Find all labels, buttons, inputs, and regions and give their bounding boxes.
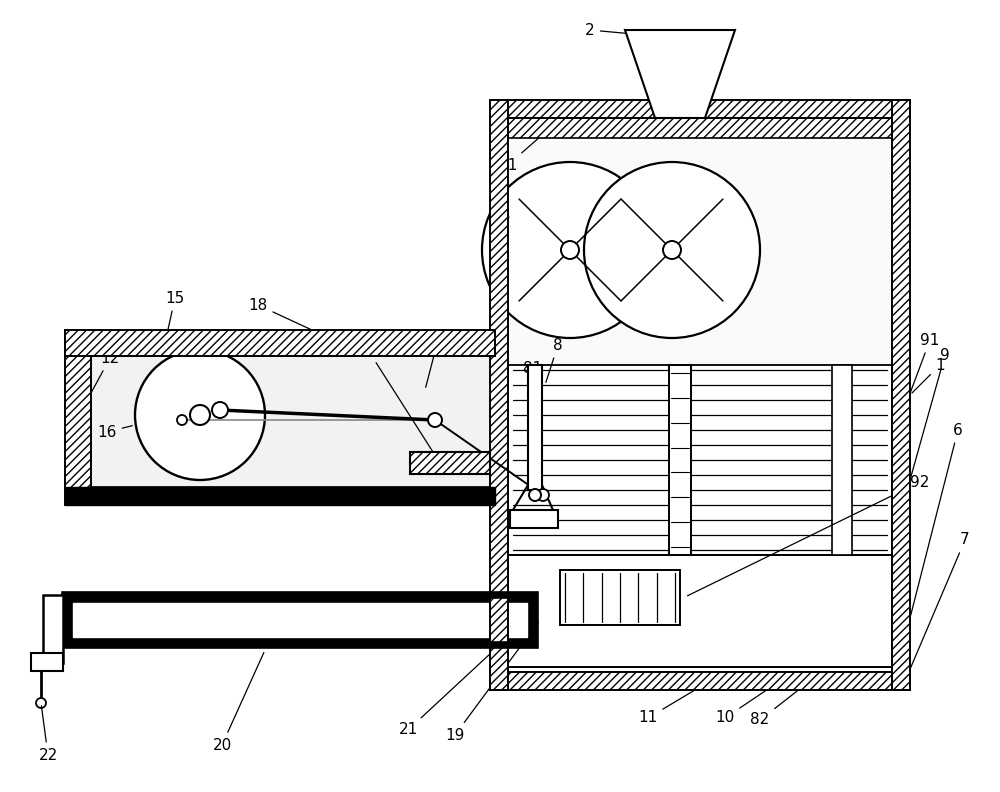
Text: 6: 6 <box>911 422 963 615</box>
Circle shape <box>663 241 681 259</box>
Text: 23: 23 <box>54 606 88 626</box>
Circle shape <box>561 241 579 259</box>
Bar <box>508 555 892 682</box>
Text: 17: 17 <box>358 342 439 461</box>
Bar <box>560 570 680 625</box>
Circle shape <box>177 415 187 425</box>
Text: 7: 7 <box>906 532 970 679</box>
Bar <box>490 672 910 690</box>
Bar <box>65 595 535 645</box>
Circle shape <box>529 489 541 501</box>
Text: 81: 81 <box>523 360 543 467</box>
Text: 3: 3 <box>495 188 509 218</box>
Bar <box>73 603 527 637</box>
Text: 15: 15 <box>165 291 185 341</box>
Text: 2: 2 <box>585 22 695 40</box>
Text: 1: 1 <box>912 357 945 393</box>
Bar <box>91 356 495 487</box>
Bar <box>832 365 852 555</box>
Bar <box>65 487 495 505</box>
Text: 41: 41 <box>865 110 908 138</box>
Text: 11: 11 <box>638 683 708 725</box>
Text: 91: 91 <box>901 333 940 417</box>
Bar <box>31 653 63 671</box>
Text: 22: 22 <box>38 706 58 763</box>
Text: 12: 12 <box>79 351 120 414</box>
Circle shape <box>190 405 210 425</box>
Circle shape <box>537 489 549 501</box>
Polygon shape <box>625 30 735 118</box>
Text: 18: 18 <box>248 298 337 342</box>
Text: 20: 20 <box>212 653 264 752</box>
Text: 21: 21 <box>398 642 503 737</box>
Bar <box>892 100 910 690</box>
Bar <box>43 595 63 663</box>
Bar <box>490 100 508 690</box>
Bar <box>91 356 495 487</box>
Text: 16: 16 <box>97 425 132 440</box>
Circle shape <box>212 402 228 418</box>
Bar <box>528 365 542 490</box>
Bar <box>410 452 490 474</box>
Text: 4: 4 <box>890 147 901 327</box>
Text: 10: 10 <box>715 683 778 725</box>
Bar <box>508 365 892 555</box>
Text: 9: 9 <box>911 348 950 478</box>
Bar <box>508 118 892 672</box>
Bar <box>65 330 91 505</box>
Text: 13: 13 <box>426 333 448 387</box>
Bar <box>510 510 558 528</box>
Circle shape <box>36 698 46 708</box>
Text: 82: 82 <box>750 683 808 728</box>
Bar <box>65 595 535 645</box>
Text: 31: 31 <box>498 130 548 173</box>
Circle shape <box>482 162 658 338</box>
Text: 8: 8 <box>546 337 563 383</box>
Text: 92: 92 <box>687 474 930 596</box>
Bar <box>669 365 691 555</box>
Bar <box>65 330 495 356</box>
Bar <box>490 100 910 118</box>
Bar <box>508 118 892 138</box>
Circle shape <box>428 413 442 427</box>
Circle shape <box>584 162 760 338</box>
Polygon shape <box>141 356 252 467</box>
Circle shape <box>135 350 265 480</box>
Text: 19: 19 <box>445 623 538 743</box>
